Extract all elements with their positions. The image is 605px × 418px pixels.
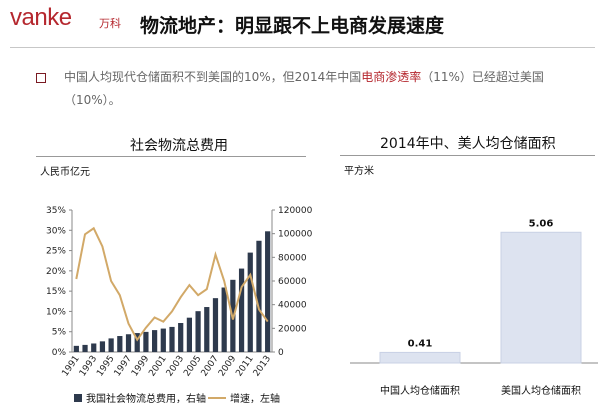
right-tick-label: 60000 <box>278 277 307 287</box>
x-tick-label: 2001 <box>147 354 168 378</box>
bullet-line-1: 中国人均现代仓储面积不到美国的10%，但2014年中国电商渗透率（11%）已经超… <box>64 68 544 85</box>
category-label: 美国人均仓储面积 <box>501 384 581 397</box>
bar-value-label: 0.41 <box>408 338 433 349</box>
category-label: 中国人均仓储面积 <box>380 384 460 397</box>
chart1-unit: 人民币亿元 <box>40 167 90 178</box>
cost-bar <box>247 252 253 352</box>
right-tick-label: 0 <box>278 348 284 358</box>
bullet-text-part2: （11%）已经超过美国 <box>421 70 544 84</box>
cost-bar <box>265 231 271 352</box>
page-title: 物流地产：明显跟不上电商发展速度 <box>140 15 445 37</box>
x-tick-label: 1997 <box>113 354 134 378</box>
cost-bar <box>169 326 175 352</box>
cost-bar <box>82 344 88 352</box>
storage-area-chart: 0.41 中国人均仓储面积 5.06 美国人均仓储面积 <box>350 218 598 397</box>
cost-bar <box>108 338 114 352</box>
x-tick-label: 1999 <box>130 354 151 379</box>
cost-bar <box>134 333 140 352</box>
cost-bar <box>143 331 149 352</box>
legend-bar-label: 我国社会物流总费用，右轴 <box>86 392 206 405</box>
right-tick-label: 100000 <box>278 230 313 240</box>
logistics-cost-chart: 0% 5% 10% 15% 20% 25% 30% 35% 0 20000 40000 60000 80… <box>46 206 313 405</box>
chart1-title: 社会物流总费用 <box>130 138 228 154</box>
storage-bar <box>500 231 582 364</box>
chart2-title-divider <box>340 155 595 156</box>
left-tick-label: 25% <box>46 247 66 257</box>
bullet-highlight: 电商渗透率 <box>361 70 422 84</box>
left-tick-label: 20% <box>46 267 66 277</box>
cost-bar <box>238 268 245 352</box>
x-tick-label: 1993 <box>78 354 99 378</box>
right-tick-label: 80000 <box>278 253 307 263</box>
left-tick-label: 5% <box>52 328 67 338</box>
left-tick-label: 30% <box>46 226 66 236</box>
cost-bar <box>160 328 166 352</box>
left-tick-label: 35% <box>46 206 66 216</box>
cost-bar <box>152 330 158 352</box>
cost-bar <box>186 317 192 352</box>
bar-value-label: 5.06 <box>529 218 554 229</box>
chart2-title: 2014年中、美人均仓储面积 <box>380 136 556 152</box>
x-tick-label: 1995 <box>95 354 116 378</box>
x-tick-label: 2013 <box>252 354 273 378</box>
cost-bar <box>212 298 219 352</box>
header-divider <box>10 47 595 48</box>
right-tick-label: 120000 <box>278 206 313 216</box>
x-tick-label: 2005 <box>182 354 203 378</box>
left-tick-label: 0% <box>52 348 67 358</box>
cost-bar <box>256 240 262 352</box>
bullet-line-2: （10%）。 <box>64 93 121 107</box>
left-tick-label: 10% <box>46 307 66 317</box>
cost-bar <box>73 345 79 352</box>
storage-bar <box>379 351 461 364</box>
cost-bar <box>99 341 106 352</box>
chart1-title-divider <box>36 156 306 157</box>
right-tick-label: 40000 <box>278 301 307 311</box>
growth-line <box>75 226 269 342</box>
right-tick-label: 20000 <box>278 324 307 334</box>
cost-bar <box>195 311 201 352</box>
x-tick-label: 2003 <box>165 354 186 378</box>
cost-bar <box>221 287 227 352</box>
logo-cn: 万科 <box>99 17 121 30</box>
logo-text: vanke <box>10 4 72 31</box>
chart2-unit: 平方米 <box>344 166 374 177</box>
cost-bar <box>204 307 210 352</box>
legend-bar-swatch <box>74 394 82 402</box>
left-tick-label: 15% <box>46 287 66 297</box>
bullet-text-part1: 中国人均现代仓储面积不到美国的10%，但2014年中国 <box>64 70 362 84</box>
cost-bar <box>91 343 97 352</box>
legend-line-label: 增速，左轴 <box>230 392 280 405</box>
cost-bar <box>125 334 132 352</box>
x-tick-label: 2011 <box>234 354 255 378</box>
x-tick-label: 2009 <box>217 354 238 379</box>
cost-bar <box>117 336 123 352</box>
x-tick-label: 2007 <box>200 354 221 378</box>
cost-bar <box>178 323 184 352</box>
bullet-square-icon <box>36 73 46 83</box>
